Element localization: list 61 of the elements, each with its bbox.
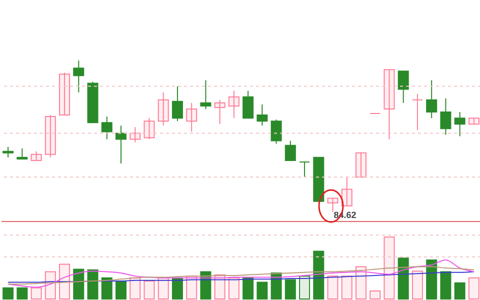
bar (440, 271, 452, 300)
bar (30, 287, 42, 300)
candlestick (228, 90, 240, 119)
candlestick (59, 72, 70, 116)
candlestick (214, 99, 226, 125)
bar (130, 277, 141, 300)
candlestick (73, 60, 84, 93)
candlestick (158, 92, 169, 126)
candlestick (398, 70, 409, 104)
bar (356, 266, 366, 300)
candlestick (242, 90, 254, 119)
candlestick (440, 98, 452, 136)
bar (454, 282, 466, 300)
candlestick (144, 118, 155, 140)
bar (228, 277, 240, 300)
candlestick (172, 86, 183, 122)
candlestick (256, 104, 268, 126)
bar (87, 269, 98, 300)
candlestick (44, 114, 56, 158)
candlestick (426, 80, 438, 119)
candlestick (116, 125, 126, 164)
bar (101, 277, 112, 300)
candlestick (101, 116, 112, 140)
bar (242, 277, 254, 300)
candlestick (2, 146, 14, 158)
candlestick (130, 126, 141, 143)
candlestick (412, 93, 423, 131)
bar (158, 277, 169, 300)
candlestick (284, 140, 296, 161)
bar (398, 258, 409, 300)
candlestick (384, 69, 395, 140)
candlestick (341, 176, 352, 206)
candlestick (16, 148, 28, 160)
bar (144, 280, 155, 300)
bar (284, 279, 296, 300)
bar (116, 280, 126, 300)
candlestick (356, 152, 366, 178)
candlestick (327, 198, 338, 212)
bar (370, 290, 381, 300)
bar (426, 259, 438, 300)
bar (256, 282, 268, 300)
bar (384, 236, 395, 300)
candlestick (468, 118, 480, 125)
candlestick (270, 119, 282, 144)
bar (44, 271, 56, 300)
candlestick (30, 150, 42, 161)
bar (73, 268, 84, 300)
bar (468, 277, 480, 300)
candlestick (299, 161, 310, 178)
candlestick (454, 112, 466, 137)
bar (412, 270, 423, 300)
candlestick (186, 102, 198, 132)
bar (299, 276, 310, 300)
bar (59, 264, 70, 300)
bar (341, 276, 352, 300)
bar (313, 250, 324, 300)
bar (2, 287, 14, 300)
candlestick (200, 80, 212, 110)
bar (16, 287, 28, 300)
bar (327, 276, 338, 300)
bar (172, 277, 183, 300)
